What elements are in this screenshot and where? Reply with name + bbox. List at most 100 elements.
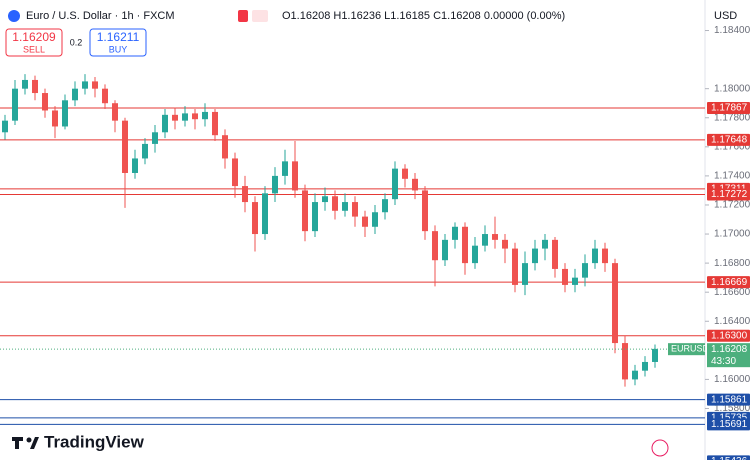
- level-tag: [707, 393, 750, 406]
- candle-body: [392, 168, 398, 200]
- candle-body: [162, 114, 168, 133]
- price-tag: [707, 343, 750, 368]
- countdown: 43:30: [711, 356, 736, 367]
- candle-body: [222, 135, 228, 159]
- candle-body: [232, 158, 238, 187]
- candle-body: [12, 88, 18, 121]
- buy-button[interactable]: [89, 28, 147, 57]
- level-label: 1.15735: [711, 413, 748, 424]
- candle-body: [182, 113, 188, 121]
- y-tick-label: 1.18000: [714, 83, 750, 94]
- candle-body: [642, 361, 648, 371]
- event-icon[interactable]: [651, 439, 669, 457]
- candle-body: [352, 202, 358, 217]
- candle-body: [652, 348, 658, 362]
- candle-body: [292, 161, 298, 191]
- brand-logo: [15, 437, 19, 449]
- y-tick-label: 1.17600: [714, 141, 750, 152]
- level-tag: [707, 455, 750, 460]
- level-tag: [707, 133, 750, 146]
- sell-price: 1.16209: [12, 30, 56, 44]
- candle-body: [592, 248, 598, 264]
- candle-body: [72, 88, 78, 101]
- candle-body: [262, 193, 268, 235]
- level-label: 1.15691: [711, 419, 748, 430]
- candle-body: [632, 370, 638, 380]
- candle-body: [132, 158, 138, 173]
- symbol-label: EURUSD: [671, 344, 710, 354]
- candle-body: [42, 93, 48, 111]
- symbol-icon: [8, 10, 20, 22]
- candle-body: [282, 161, 288, 176]
- candle-body: [582, 263, 588, 278]
- level-tag: [707, 418, 750, 431]
- y-tick-label: 1.15800: [714, 403, 750, 414]
- level-label: 1.16669: [711, 277, 748, 288]
- level-label: 1.16300: [711, 330, 748, 341]
- plot: EURUSD: [0, 74, 710, 425]
- y-tick-label: 1.16800: [714, 258, 750, 269]
- level-label: 1.17867: [711, 103, 748, 114]
- candle-body: [552, 239, 558, 269]
- candle-body: [242, 186, 248, 203]
- candle-body: [602, 248, 608, 264]
- spread: 0.2: [70, 37, 83, 47]
- candle-body: [362, 216, 368, 227]
- candle-body: [192, 113, 198, 120]
- candle-body: [212, 111, 218, 136]
- candle-body: [142, 143, 148, 159]
- flag-icon: [238, 10, 248, 22]
- buy-label: BUY: [109, 44, 128, 54]
- candle-body: [62, 100, 68, 127]
- candle-body: [332, 196, 338, 211]
- candle-body: [492, 234, 498, 240]
- level-tag: [707, 276, 750, 289]
- candle-body: [312, 202, 318, 232]
- candle-body: [382, 199, 388, 213]
- level-label: 1.17272: [711, 189, 748, 200]
- sell-button[interactable]: [5, 28, 63, 57]
- candle-body: [482, 234, 488, 246]
- level-tag: [707, 102, 750, 115]
- y-tick-label: 1.16000: [714, 374, 750, 385]
- candle-body: [542, 239, 548, 249]
- candle-body: [172, 114, 178, 121]
- symbol-tag: [668, 343, 705, 356]
- candle-body: [572, 277, 578, 285]
- brand-logo: [30, 437, 39, 449]
- candle-body: [302, 190, 308, 232]
- price-label: 1.16208: [711, 344, 748, 355]
- candle-body: [112, 103, 118, 121]
- brand-logo: [26, 437, 32, 443]
- level-label: 1.17648: [711, 134, 748, 145]
- brand-name: TradingView: [44, 432, 145, 451]
- candle-body: [532, 248, 538, 264]
- candle-body: [402, 168, 408, 179]
- candle-body: [442, 239, 448, 261]
- level-tag: [707, 329, 750, 342]
- candle-body: [32, 79, 38, 94]
- level-label: 1.15861: [711, 394, 748, 405]
- candle-body: [82, 81, 88, 89]
- candle-body: [22, 79, 28, 89]
- y-tick-label: 1.16600: [714, 287, 750, 298]
- candle-body: [372, 212, 378, 227]
- candle-body: [522, 263, 528, 285]
- price-axis: 1.18400 1.18000 1.17800 1.17600 1.17400 1.172…: [705, 25, 750, 460]
- candle-body: [252, 202, 258, 235]
- candle-body: [52, 110, 58, 127]
- y-tick-label: 1.16400: [714, 316, 750, 327]
- candle-body: [472, 245, 478, 264]
- candle-body: [122, 120, 128, 173]
- candle-body: [512, 248, 518, 285]
- candle-body: [322, 196, 328, 203]
- candle-body: [92, 81, 98, 89]
- candle-body: [342, 202, 348, 211]
- candle-body: [562, 268, 568, 285]
- candle-body: [502, 239, 508, 249]
- candle-body: [432, 231, 438, 261]
- candle-body: [622, 343, 628, 380]
- candle-body: [412, 178, 418, 191]
- ohlc-readout: O1.16208 H1.16236 L1.16185 C1.16208 0.00…: [282, 10, 565, 22]
